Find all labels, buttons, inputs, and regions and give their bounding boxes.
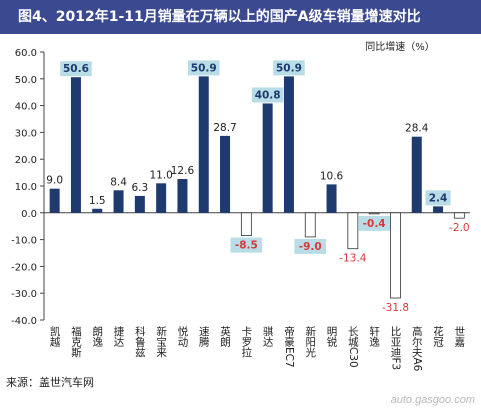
bar-凯越 [49, 188, 60, 213]
legend-label: 同比增速（%） [365, 40, 435, 53]
value-label-highlight [187, 60, 220, 76]
category-label-长城C30: 长城C30 [347, 326, 359, 368]
bar-英朗 [220, 135, 231, 213]
value-label-高尔夫A6: 28.4 [405, 123, 429, 135]
value-label-卡罗拉: -8.5 [235, 240, 258, 252]
bar-科鲁兹 [134, 195, 145, 213]
category-label-卡罗拉: 卡罗拉 [240, 325, 252, 358]
bar-帝豪EC7 [283, 76, 294, 213]
y-tick-label: 50.0 [15, 75, 37, 86]
value-label-速腾: 50.9 [191, 62, 217, 74]
y-tick-label: -20.0 [11, 262, 37, 273]
bar-骐达 [262, 103, 273, 213]
y-tick-label: 40.0 [15, 102, 37, 113]
value-label-悦动: 12.6 [171, 165, 195, 177]
watermark-text: auto.gasgoo.com [390, 394, 475, 406]
bar-高尔夫A6 [411, 136, 422, 213]
value-label-highlight [294, 238, 327, 254]
bar-世嘉 [453, 212, 465, 219]
value-label-新阳光: -9.0 [299, 241, 322, 253]
y-tick-label: -40.0 [11, 316, 37, 327]
value-label-帝豪EC7: 50.9 [276, 62, 302, 74]
value-label-highlight [60, 61, 92, 77]
chart-title: 图4、2012年1-11月销量在万辆以上的国产A级车销量增速对比 [0, 0, 481, 34]
bar-捷达 [113, 190, 124, 213]
category-label-高尔夫A6: 高尔夫A6 [411, 325, 423, 371]
category-label-轩逸: 轩逸 [368, 325, 380, 347]
category-label-比亚迪F3: 比亚迪F3 [389, 325, 401, 370]
bars-group [49, 76, 465, 299]
value-labels-group: 9.0 50.6 1.5 8.4 6.311.012.6 50.9 28.7 -8.5 40.8… [46, 60, 470, 314]
y-tick-label: 60.0 [15, 48, 37, 59]
y-tick-label: 10.0 [15, 182, 37, 193]
category-label-福克斯: 福克斯 [70, 325, 82, 358]
category-label-花冠: 花冠 [432, 325, 444, 348]
category-label-英朗: 英朗 [219, 325, 231, 348]
bar-轩逸 [368, 212, 380, 215]
y-tick-label: 20.0 [15, 155, 37, 166]
value-label-捷达: 8.4 [110, 176, 127, 188]
y-tick-label: -30.0 [11, 289, 37, 300]
bar-长城C30 [347, 212, 359, 250]
value-label-朗逸: 1.5 [89, 195, 106, 207]
value-label-比亚迪F3: -31.8 [382, 302, 409, 314]
value-label-highlight [425, 190, 451, 206]
category-label-新宝来: 新宝来 [155, 325, 167, 358]
category-label-明锐: 明锐 [326, 326, 338, 348]
value-label-highlight [358, 215, 390, 231]
category-label-新阳光: 新阳光 [304, 325, 316, 358]
value-label-福克斯: 50.6 [63, 63, 89, 75]
value-label-长城C30: -13.4 [339, 253, 366, 265]
bar-速腾 [198, 76, 209, 213]
category-label-捷达: 捷达 [113, 325, 125, 347]
bar-福克斯 [70, 77, 81, 213]
value-label-highlight [273, 60, 305, 76]
category-label-骐达: 骐达 [262, 325, 274, 347]
value-label-凯越: 9.0 [46, 175, 63, 187]
value-label-highlight [230, 237, 263, 253]
y-tick-label: -10.0 [11, 236, 37, 247]
value-label-highlight [251, 87, 284, 103]
source-note: 来源：盖世汽车网 [6, 376, 94, 389]
category-label-悦动: 悦动 [176, 325, 188, 348]
bar-花冠 [433, 206, 444, 213]
value-label-轩逸: -0.4 [363, 218, 386, 230]
category-label-帝豪EC7: 帝豪EC7 [283, 325, 295, 367]
category-labels-group: 凯越 福克斯 朗逸 捷达 科鲁兹 新宝来 悦动 速腾 英朗 卡罗拉 骐达 帝豪EC7 新阳光 明锐 长城C3… [49, 325, 466, 371]
category-label-速腾: 速腾 [198, 326, 210, 348]
value-label-花冠: 2.4 [429, 192, 448, 204]
bar-明锐 [326, 184, 337, 213]
bar-新阳光 [304, 212, 316, 238]
value-label-骐达: 40.8 [255, 89, 281, 101]
y-tick-label: 0.0 [21, 209, 37, 220]
category-label-科鲁兹: 科鲁兹 [134, 325, 146, 357]
bar-卡罗拉 [240, 212, 252, 236]
category-label-朗逸: 朗逸 [91, 326, 103, 347]
category-label-世嘉: 世嘉 [453, 326, 465, 348]
value-label-新宝来: 11.0 [149, 169, 172, 181]
bar-朗逸 [92, 208, 103, 213]
category-label-凯越: 凯越 [49, 325, 61, 348]
bar-比亚迪F3 [390, 212, 401, 299]
value-label-科鲁兹: 6.3 [131, 182, 148, 194]
value-label-世嘉: -2.0 [449, 222, 470, 234]
value-label-明锐: 10.6 [320, 170, 344, 182]
bar-新宝来 [156, 183, 167, 213]
y-tick-label: 30.0 [15, 128, 37, 139]
bar-悦动 [177, 179, 188, 213]
value-label-英朗: 28.7 [213, 122, 236, 134]
